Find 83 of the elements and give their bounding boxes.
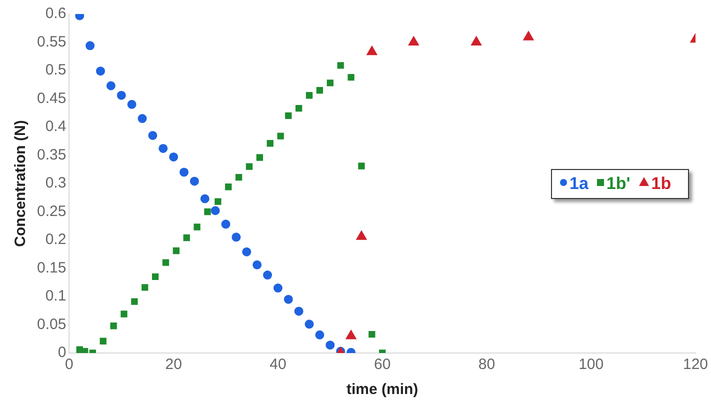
point (266, 140, 274, 147)
point (110, 322, 117, 330)
y-tick-label: 0.15 (36, 259, 66, 276)
x-axis-title: time (min) (346, 381, 418, 398)
y-tick-label: 0 (58, 344, 66, 362)
point (210, 206, 220, 216)
point (356, 230, 367, 240)
point (304, 320, 314, 329)
point (408, 36, 419, 46)
point (368, 331, 376, 338)
point (246, 163, 253, 170)
point (120, 310, 128, 318)
point (86, 41, 95, 50)
point (263, 270, 272, 280)
point (326, 80, 334, 86)
y-tick-label: 0.3 (45, 174, 66, 192)
point (138, 114, 147, 124)
point (326, 340, 335, 350)
point (315, 330, 324, 340)
x-tick-label: 100 (578, 356, 604, 374)
point (346, 330, 356, 340)
point (96, 66, 106, 76)
point (232, 232, 241, 242)
point (200, 194, 210, 204)
x-tick-label: 120 (682, 356, 708, 374)
point (152, 273, 159, 280)
point (158, 144, 168, 153)
y-tick-label: 0.2 (45, 231, 66, 248)
y-tick-label: 0.55 (36, 33, 66, 50)
y-axis-title: Concentration (N) (12, 120, 30, 247)
point (180, 168, 189, 177)
y-tick-label: 0.45 (36, 90, 66, 107)
point (306, 92, 313, 99)
legend-label: 1b' (606, 174, 630, 192)
y-tick-label: 0.5 (45, 62, 66, 79)
x-tick-label: 80 (478, 356, 496, 374)
point (148, 130, 158, 140)
legend-label: 1a (569, 174, 588, 192)
point (296, 105, 302, 112)
y-tick-label: 0.4 (45, 118, 66, 136)
point (169, 152, 178, 162)
y-tick-label: 0.6 (45, 5, 66, 22)
point (358, 162, 365, 170)
point (294, 306, 304, 316)
point (204, 208, 211, 216)
point (235, 174, 242, 181)
point (142, 284, 148, 291)
point (106, 81, 116, 90)
point (162, 259, 170, 266)
y-tick-label: 0.25 (36, 202, 66, 220)
point (194, 224, 200, 230)
point (172, 247, 180, 254)
x-tick-label: 60 (374, 356, 391, 374)
point (190, 176, 199, 186)
x-tick-label: 20 (165, 356, 182, 374)
point (348, 74, 354, 81)
point (183, 234, 190, 242)
point (284, 294, 293, 304)
point (366, 46, 378, 56)
x-tick-label: 40 (270, 356, 286, 374)
point (471, 36, 482, 46)
point (242, 247, 252, 256)
y-tick-label: 0.35 (36, 146, 66, 164)
point (100, 338, 106, 344)
point (221, 220, 230, 229)
point (252, 260, 262, 270)
point (337, 62, 344, 69)
point (277, 132, 284, 140)
legend-label: 1b (651, 174, 672, 192)
point (116, 90, 126, 100)
legend-frame: 1a 1b' 1b (551, 168, 690, 198)
point (316, 86, 324, 94)
point (214, 198, 222, 205)
point (256, 154, 264, 161)
point (127, 100, 136, 109)
point (131, 298, 138, 305)
point (523, 31, 534, 40)
point (225, 184, 232, 190)
y-tick-label: 0.1 (45, 288, 66, 305)
y-tick-label: 0.05 (36, 316, 66, 333)
point (285, 112, 292, 120)
point (273, 284, 282, 293)
point (82, 348, 88, 353)
